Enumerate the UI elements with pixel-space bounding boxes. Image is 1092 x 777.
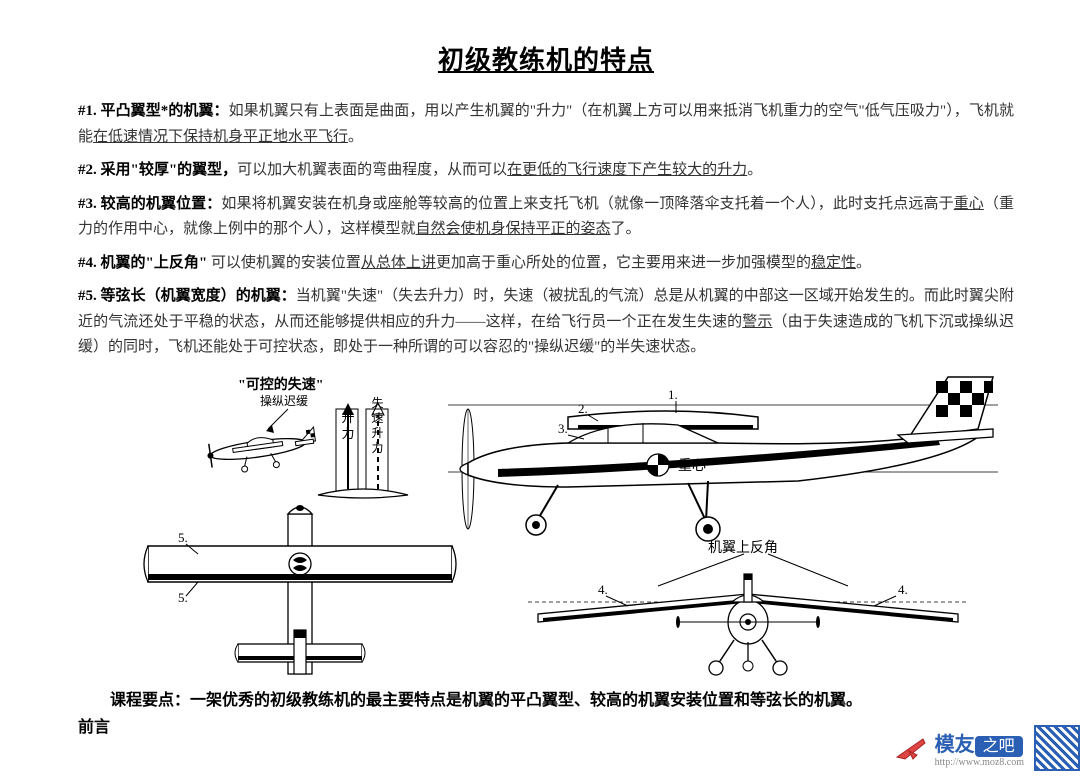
p3-u2: 自然会使机身保持平正的姿态: [416, 221, 611, 237]
side-view-aircraft: 重心 1. 2. 3.: [448, 377, 998, 541]
p1-label: #1. 平凸翼型*的机翼：: [78, 103, 229, 119]
num-1: 1.: [668, 387, 678, 402]
paragraph-5: #5. 等弦长（机翼宽度）的机翼：当机翼"失速"（失去升力）时，失速（被扰乱的气…: [78, 284, 1014, 361]
num-4b: 4.: [898, 582, 908, 597]
paragraph-3: #3. 较高的机翼位置：如果将机翼安装在机身或座舱等较高的位置上来支托飞机（就像…: [78, 192, 1014, 243]
p4-u2: 稳定性: [811, 255, 856, 271]
p1-u1: 在低速情况下保持机身平正地水平飞行: [93, 129, 348, 145]
lift-arrows: 升 力 失 速 升 力: [318, 395, 408, 498]
figure-area: "可控的失速" 操纵迟缓: [78, 369, 1014, 679]
page-title: 初级教练机的特点: [78, 40, 1014, 77]
p5-label: #5. 等弦长（机翼宽度）的机翼：: [78, 288, 296, 304]
stall-aircraft: "可控的失速" 操纵迟缓: [206, 376, 324, 477]
brand-url: http://www.moz8.com: [935, 757, 1024, 768]
num-4a: 4.: [598, 582, 608, 597]
brand-suffix: 之吧: [975, 736, 1023, 757]
front-view-aircraft: 机翼上反角: [528, 540, 968, 675]
summary-line1: 课程要点：一架优秀的初级教练机的最主要特点是机翼的平凸翼型、较高的机翼安装位置和…: [78, 687, 1014, 714]
paragraph-4: #4. 机翼的"上反角" 可以使机翼的安装位置从总体上讲更加高于重心所处的位置，…: [78, 251, 1014, 277]
paragraph-2: #2. 采用"较厚"的翼型，可以加大机翼表面的弯曲程度，从而可以在更低的飞行速度…: [78, 158, 1014, 184]
p4-text2: 更加高于重心所处的位置，它主要用来进一步加强模型的: [436, 255, 811, 271]
stall-title: "可控的失速": [238, 376, 324, 393]
footer: 模友之吧 http://www.moz8.com: [895, 725, 1080, 771]
p2-text1: 可以加大机翼表面的弯曲程度，从而可以: [237, 162, 507, 178]
cg-label: 重心: [678, 458, 706, 474]
dihedral-label: 机翼上反角: [708, 540, 778, 556]
p4-tail: 。: [856, 255, 871, 271]
num-5b: 5.: [178, 590, 188, 605]
num-2: 2.: [578, 401, 588, 416]
qr-code-icon: [1034, 725, 1080, 771]
num-3: 3.: [558, 421, 568, 436]
brand-main: 模友: [935, 734, 975, 756]
p1-tail: 。: [348, 129, 363, 145]
p3-u1: 重心: [954, 196, 984, 212]
summary-block: 课程要点：一架优秀的初级教练机的最主要特点是机翼的平凸翼型、较高的机翼安装位置和…: [78, 687, 1014, 741]
lift-loss-label: 失 速 升 力: [370, 395, 384, 454]
p4-u1: 从总体上讲: [361, 255, 436, 271]
logo-block: 模友之吧 http://www.moz8.com: [935, 728, 1024, 768]
p3-label: #3. 较高的机翼位置：: [78, 196, 221, 212]
p4-label: #4. 机翼的"上反角": [78, 255, 207, 271]
p4-text1: 可以使机翼的安装位置: [207, 255, 361, 271]
p5-u1: 警示: [742, 314, 772, 330]
stall-sub: 操纵迟缓: [260, 393, 308, 408]
p2-label: #2. 采用"较厚"的翼型，: [78, 162, 237, 178]
p2-tail: 。: [747, 162, 762, 178]
p3-text1: 如果将机翼安装在机身或座舱等较高的位置上来支托飞机（就像一顶降落伞支托着一个人）…: [221, 196, 953, 212]
plane-icon: [895, 733, 929, 763]
aircraft-diagram-svg: "可控的失速" 操纵迟缓: [78, 369, 1014, 679]
lift-label: 升 力: [340, 410, 355, 441]
top-view-aircraft: 5. 5.: [144, 505, 456, 674]
summary-line2: 前言: [78, 714, 1014, 741]
p2-u1: 在更低的飞行速度下产生较大的升力: [507, 162, 747, 178]
paragraph-1: #1. 平凸翼型*的机翼：如果机翼只有上表面是曲面，用以产生机翼的"升力"（在机…: [78, 99, 1014, 150]
num-5a: 5.: [178, 530, 188, 545]
p3-tail: 了。: [611, 221, 641, 237]
